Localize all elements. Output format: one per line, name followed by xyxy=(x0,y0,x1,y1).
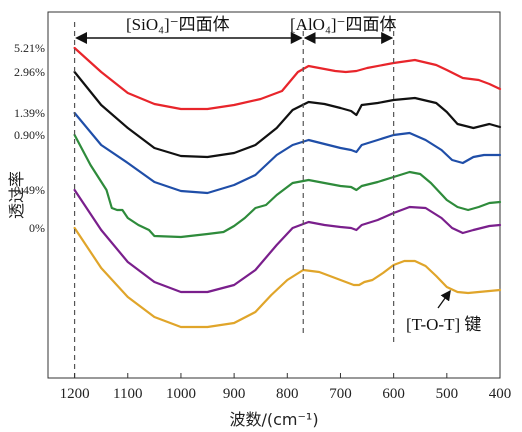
y-axis-title: 透过率 xyxy=(7,171,26,219)
x-tick-label-8: 400 xyxy=(489,386,512,402)
series-line-4 xyxy=(73,188,502,294)
series-label-0: 5.21% xyxy=(14,41,45,55)
plot-frame xyxy=(47,11,501,379)
series-label-3: 0.90% xyxy=(14,128,45,142)
tot-label: [T-O-T] 键 xyxy=(406,315,481,334)
x-tick-label-0: 1200 xyxy=(60,386,90,402)
guide-layer xyxy=(73,22,395,378)
x-tick-label-5: 700 xyxy=(329,386,352,402)
series-label-4: 0.49% xyxy=(14,183,45,197)
x-tick-label-4: 800 xyxy=(276,386,299,402)
series-line-0 xyxy=(73,46,502,111)
series-line-5 xyxy=(73,226,502,329)
annotation-layer: [SiO₄]⁻四面体 [AlO₄]⁻四面体 [T-O-T] 键 xyxy=(75,15,481,334)
series-line-2 xyxy=(73,111,502,195)
series-label-1: 2.96% xyxy=(14,65,45,79)
series-label-layer: 5.21% 2.96% 1.39% 0.90% 0.49% 0% xyxy=(14,41,45,235)
x-tick-label-7: 500 xyxy=(436,386,459,402)
alo4-label: [AlO₄]⁻四面体 xyxy=(290,15,397,34)
series-label-2: 1.39% xyxy=(14,106,45,120)
series-layer xyxy=(73,46,502,329)
x-tick-label-6: 600 xyxy=(382,386,405,402)
x-axis-title: 波数/(cm⁻¹) xyxy=(229,410,318,429)
series-label-5: 0% xyxy=(29,221,45,235)
tick-layer: 1200 1100 1000 900 800 700 600 500 400 xyxy=(60,373,512,402)
tot-arrow xyxy=(437,289,451,309)
x-tick-label-1: 1100 xyxy=(113,386,142,402)
x-tick-label-2: 1000 xyxy=(166,386,196,402)
sio4-label: [SiO₄]⁻四面体 xyxy=(126,15,230,34)
series-line-1 xyxy=(73,70,502,159)
x-tick-label-3: 900 xyxy=(223,386,246,402)
series-line-3 xyxy=(73,133,502,239)
